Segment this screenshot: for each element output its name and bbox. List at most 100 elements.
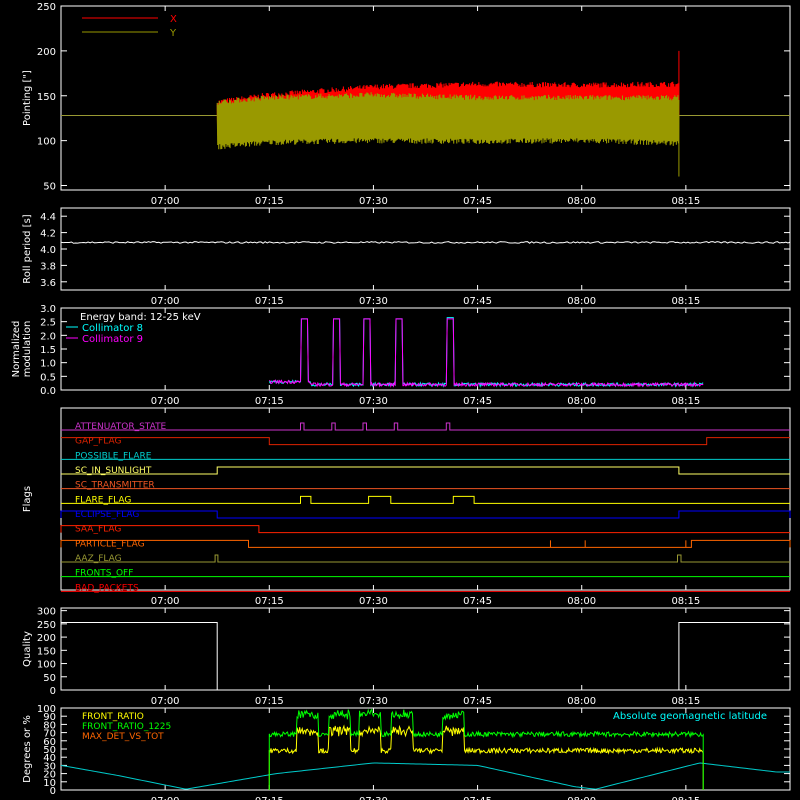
x-tick-label: 08:15 [671, 796, 700, 800]
y-tick-label: 70 [43, 729, 56, 740]
panel-modulation: 07:00 07:15 07:30 07:45 08:00 08:15 Normalized… [11, 304, 791, 407]
legend-title: Energy band: 12-25 keV [80, 312, 201, 323]
y-axis-label: Normalizedmodulation [11, 321, 33, 378]
roll-series [60, 241, 791, 244]
y-tick-label: 30 [43, 761, 56, 772]
flag-label: BAD_PACKETS [75, 583, 139, 593]
flag-row: PARTICLE_FLAG [60, 539, 791, 549]
flag-row: GAP_FLAG [61, 437, 790, 447]
y-tick-label: 60 [43, 737, 56, 748]
y-tick-label: 90 [43, 712, 56, 723]
flag-label: FRONTS_OFF [75, 569, 133, 579]
y-tick-label: 0.0 [40, 386, 56, 397]
x-tick-label: 07:30 [359, 196, 388, 207]
y-tick-label: 3.6 [40, 278, 56, 289]
x-tick-label: 07:45 [463, 396, 492, 407]
x-tick-label: 07:15 [255, 596, 284, 607]
y-axis-label: Roll period [s] [22, 214, 33, 283]
collimator-8-series [268, 317, 704, 388]
legend-label: FRONT_RATIO [82, 712, 144, 722]
y-tick-label: 50 [43, 182, 56, 193]
flag-trace [61, 437, 790, 446]
legend-label: Y [169, 28, 177, 39]
x-tick-label: 07:45 [463, 296, 492, 307]
flag-label: SAA_FLAG [75, 525, 121, 535]
y-axis-label: Quality [22, 631, 33, 667]
panel-frame [60, 5, 791, 191]
legend-label: FRONT_RATIO_1225 [82, 722, 171, 732]
geomag-latitude-series [60, 762, 790, 790]
panel-roll: 07:00 07:15 07:30 07:45 08:00 08:15 Roll perio… [22, 207, 791, 307]
y-tick-label: 0 [50, 786, 56, 797]
y-axis-label: Pointing ["] [22, 70, 33, 126]
flag-row: SAA_FLAG [60, 525, 790, 535]
y-tick-label: 2.0 [40, 331, 56, 342]
panel-frame [60, 407, 791, 591]
flag-label: POSSIBLE_FLARE [75, 451, 152, 461]
x-tick-label: 07:15 [255, 196, 284, 207]
x-tick-label: 07:00 [151, 796, 180, 800]
x-tick-label: 07:30 [359, 696, 388, 707]
x-tick-label: 08:00 [567, 196, 596, 207]
panel-flags: 07:00 07:15 07:30 07:45 08:00 08:15 Flags ATTEN… [22, 407, 791, 607]
x-tick-label: 08:15 [671, 596, 700, 607]
right-label: Absolute geomagnetic latitude [613, 711, 767, 722]
y-tick-label: 100 [37, 137, 56, 148]
y-tick-label: 20 [43, 770, 56, 781]
flag-label: SC_IN_SUNLIGHT [75, 466, 152, 476]
x-tick-label: 07:30 [359, 296, 388, 307]
flag-label: GAP_FLAG [75, 437, 121, 447]
x-tick-label: 07:45 [463, 196, 492, 207]
x-tick-label: 08:00 [567, 796, 596, 800]
x-tick-label: 07:00 [151, 396, 180, 407]
x-tick-label: 07:45 [463, 796, 492, 800]
y-axis-label: Degrees or % [22, 715, 33, 783]
front-ratio-series [268, 724, 704, 791]
x-tick-label: 07:45 [463, 596, 492, 607]
legend-label: X [170, 14, 177, 25]
y-tick-label: 2.5 [40, 318, 56, 329]
flag-row: ATTENUATOR_STATE [61, 422, 790, 432]
flag-trace [60, 539, 791, 548]
flag-label: ECLIPSE_FLAG [75, 510, 139, 520]
x-tick-label: 08:15 [671, 696, 700, 707]
flag-trace [60, 510, 791, 519]
flag-label: FLARE_FLAG [75, 495, 131, 505]
panel-frame [60, 607, 791, 691]
flag-row: ECLIPSE_FLAG [60, 510, 791, 520]
x-tick-label: 07:30 [359, 596, 388, 607]
flag-label: AAZ_FLAG [75, 554, 122, 564]
flag-trace [61, 422, 790, 431]
flag-row: FLARE_FLAG [61, 495, 790, 505]
flag-row: FRONTS_OFF [61, 569, 790, 579]
flag-label: SC_TRANSMITTER [75, 481, 155, 491]
y-tick-label: 200 [37, 633, 56, 644]
y-tick-label: 3.0 [40, 304, 56, 315]
x-tick-label: 07:00 [151, 196, 180, 207]
x-tick-label: 08:00 [567, 396, 596, 407]
x-tick-label: 07:15 [255, 296, 284, 307]
y-tick-label: 150 [37, 646, 56, 657]
x-tick-label: 08:00 [567, 696, 596, 707]
x-tick-label: 08:15 [671, 196, 700, 207]
panel-quality: 07:00 07:15 07:30 07:45 08:00 08:15 Quality 0 50… [22, 607, 791, 707]
x-tick-label: 07:30 [359, 396, 388, 407]
y-axis-label-line: Normalized [11, 321, 22, 378]
y-tick-label: 100 [37, 704, 56, 715]
flag-row: SC_TRANSMITTER [61, 481, 790, 491]
y-tick-label: 0 [50, 686, 56, 697]
x-tick-label: 07:30 [359, 796, 388, 800]
y-tick-label: 3.8 [40, 261, 56, 272]
y-tick-label: 0.5 [40, 372, 56, 383]
panel-ratios: 07:00 07:15 07:30 07:45 08:00 08:15 Degrees or… [22, 704, 791, 800]
flag-trace [60, 525, 790, 534]
y-tick-label: 4.0 [40, 245, 56, 256]
x-tick-label: 08:15 [671, 396, 700, 407]
flag-row: AAZ_FLAG [61, 554, 790, 564]
x-tick-label: 07:15 [255, 396, 284, 407]
x-tick-label: 08:00 [567, 596, 596, 607]
quality-series [61, 622, 790, 691]
flag-trace [61, 466, 790, 475]
series-x [216, 81, 680, 140]
